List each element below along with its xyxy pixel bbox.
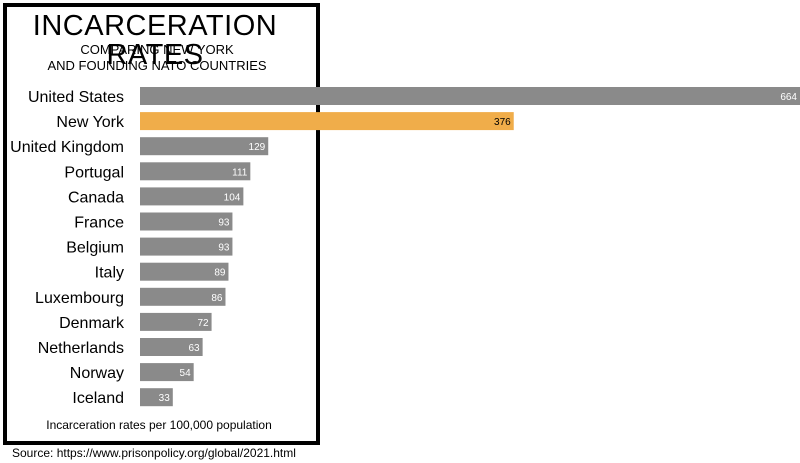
category-label: France: [74, 215, 124, 232]
value-label: 111: [232, 167, 248, 178]
value-label: 93: [218, 218, 230, 229]
category-label: Iceland: [72, 390, 124, 407]
value-label: 93: [218, 243, 230, 254]
category-label: United Kingdom: [10, 139, 124, 156]
value-label: 86: [211, 293, 223, 304]
chart-subtitle-line-2: AND FOUNDING NATO COUNTRIES: [47, 58, 267, 73]
bar-united-states: [140, 87, 800, 105]
category-label: New York: [56, 114, 125, 131]
value-label: 33: [159, 393, 171, 404]
value-label: 376: [494, 117, 511, 128]
value-label: 664: [780, 92, 797, 103]
chart-footnote: Incarceration rates per 100,000 populati…: [46, 418, 272, 432]
value-label: 129: [249, 142, 266, 153]
bar-netherlands: [140, 338, 203, 356]
bar-canada: [140, 187, 244, 206]
chart-subtitle-line-1: COMPARING NEW YORK: [80, 42, 234, 57]
bar-italy: [140, 262, 229, 281]
value-label: 54: [180, 368, 192, 379]
category-label: Portugal: [64, 164, 124, 181]
value-label: 89: [214, 268, 226, 279]
bar-belgium: [140, 237, 233, 256]
value-label: 63: [188, 343, 200, 354]
bar-new-york: [140, 112, 514, 131]
category-label: Canada: [68, 189, 124, 206]
bar-france: [140, 212, 233, 231]
bar-portugal: [140, 162, 251, 181]
bar-luxembourg: [140, 287, 226, 306]
category-label: Luxembourg: [35, 290, 124, 307]
bar-norway: [140, 363, 194, 382]
category-label: Norway: [70, 365, 124, 382]
category-label: Belgium: [66, 240, 124, 257]
bar-iceland: [140, 388, 173, 407]
bar-denmark: [140, 312, 212, 331]
source-note: Source: https://www.prisonpolicy.org/glo…: [12, 446, 296, 460]
category-label: Denmark: [59, 315, 125, 332]
chart-title: INCARCERATION RATES: [32, 10, 278, 71]
value-label: 104: [224, 192, 241, 203]
category-label: Italy: [95, 265, 124, 282]
value-label: 72: [197, 318, 209, 329]
category-label: United States: [28, 89, 124, 106]
bar-united-kingdom: [140, 137, 269, 156]
category-label: Netherlands: [38, 340, 124, 357]
